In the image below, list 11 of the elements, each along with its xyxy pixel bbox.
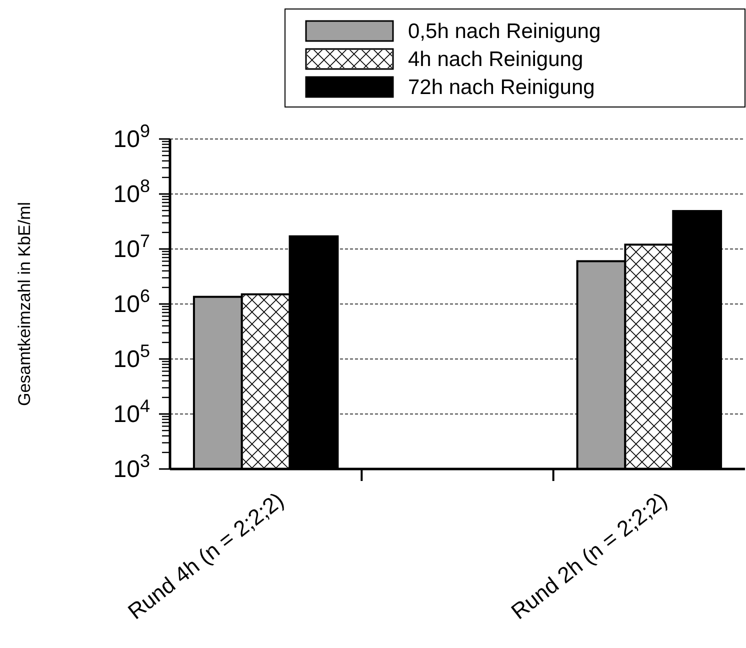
y-tick-label: 10$^{8}$: [113, 176, 150, 208]
y-tick-label: 10$^{9}$: [113, 121, 150, 153]
y-tick-label: 10$^{5}$: [113, 341, 150, 373]
y-tick-label: 10$^{7}$: [113, 231, 150, 263]
y-tick-label: 10$^{4}$: [113, 396, 150, 428]
legend-label: 0,5h nach Reinigung: [408, 20, 601, 43]
legend-label: 72h nach Reinigung: [408, 76, 595, 99]
y-axis-title: Gesamtkeimzahl in KbE/ml: [15, 202, 34, 406]
y-tick-label: 10$^{6}$: [113, 286, 150, 318]
y-tick-label: 10$^{3}$: [113, 451, 150, 483]
legend-label: 4h nach Reinigung: [408, 48, 584, 71]
